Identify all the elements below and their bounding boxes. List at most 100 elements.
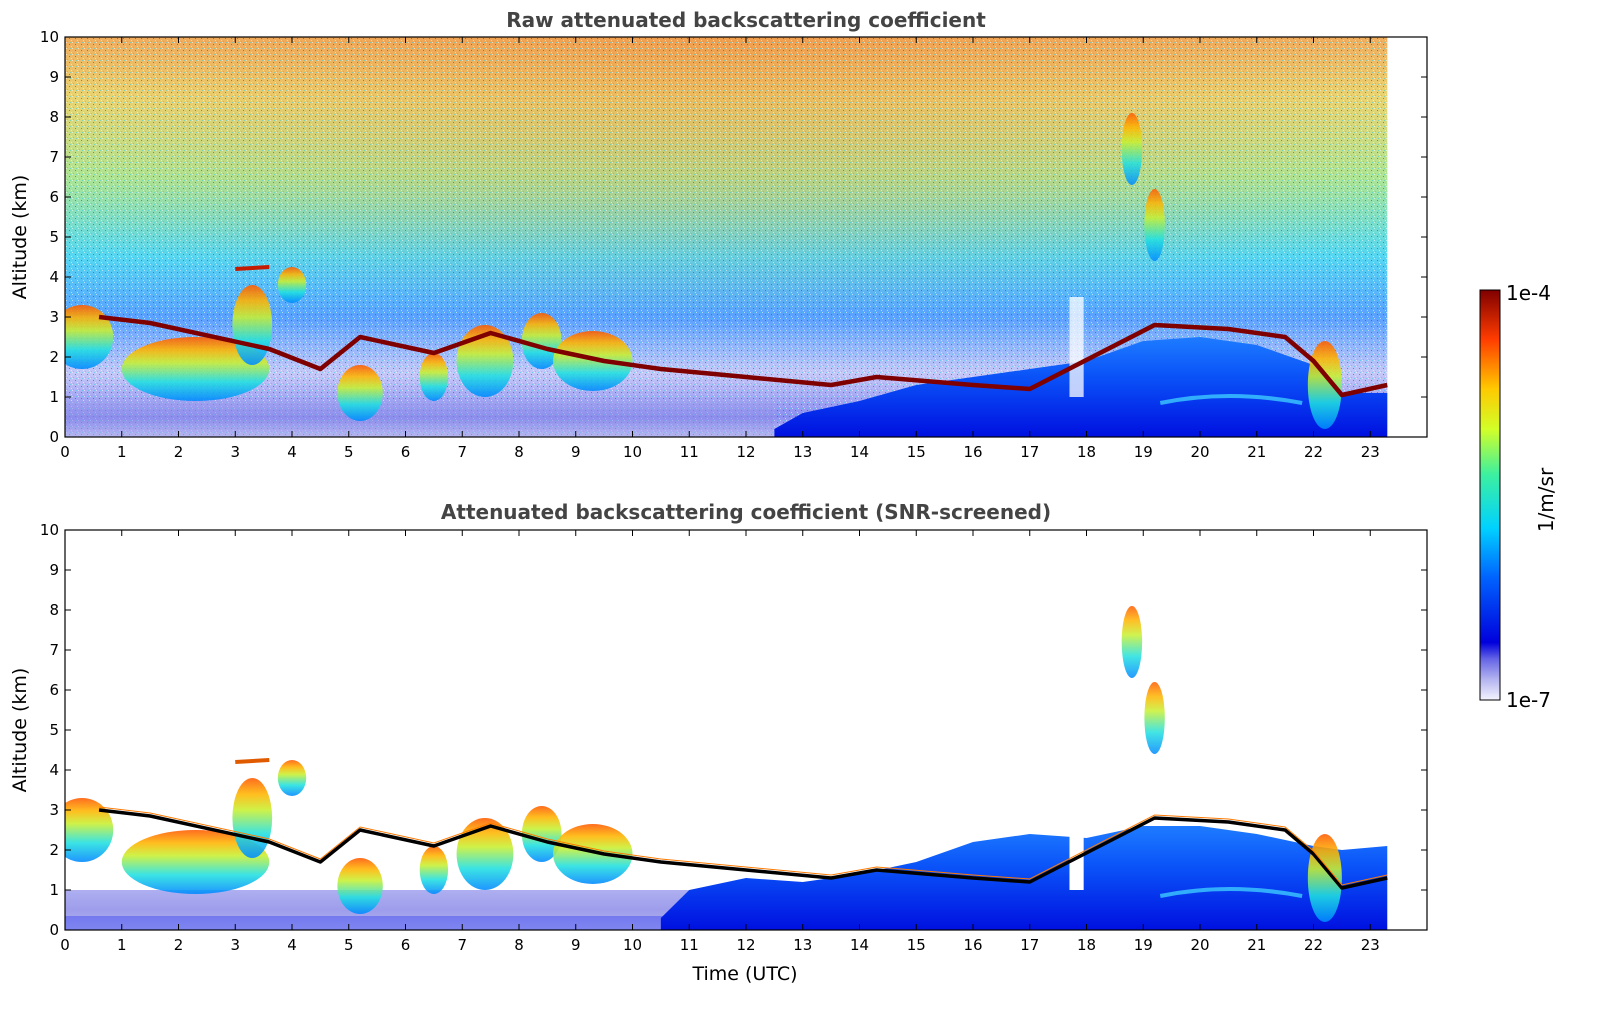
x-tick-label: 3 — [230, 443, 240, 461]
x-tick-label: 11 — [680, 936, 699, 954]
x-tick-label: 17 — [1020, 936, 1039, 954]
x-tick-label: 0 — [60, 936, 70, 954]
y-tick-label: 4 — [49, 761, 59, 779]
elevated-plume — [1121, 113, 1143, 185]
y-tick-label: 6 — [49, 188, 59, 206]
screened-y-axis-label: Altitude (km) — [9, 668, 31, 793]
x-tick-label: 16 — [963, 936, 982, 954]
raw-heatmap-features — [65, 113, 1388, 437]
colorbar-min-label: 1e-7 — [1506, 688, 1551, 712]
colorbar-gradient — [1479, 289, 1501, 701]
x-tick-label: 4 — [287, 936, 297, 954]
cloud-base-line — [98, 808, 1388, 890]
x-tick-label: 22 — [1304, 936, 1323, 954]
x-tick-label: 18 — [1077, 936, 1096, 954]
screened-backscatter-panel: 0 1 2 3 4 5 6 7 8 9 10 11 12 13 14 15 16 17 18 19 20 21 22 23 0… — [9, 500, 1428, 985]
y-tick-label: 0 — [49, 428, 59, 446]
x-tick-label: 6 — [401, 443, 411, 461]
precipitation-plume — [65, 798, 114, 862]
precipitation-plume — [337, 858, 383, 914]
screened-x-axis: 0 1 2 3 4 5 6 7 8 9 10 11 12 13 14 15 16 17 18 19 20 21 22 23 — [60, 530, 1380, 954]
y-tick-label: 9 — [49, 561, 59, 579]
x-tick-label: 1 — [117, 936, 127, 954]
cloud-base-edge — [98, 806, 1388, 886]
precipitation-plume — [277, 267, 307, 303]
x-tick-label: 2 — [174, 443, 184, 461]
y-tick-label: 10 — [40, 521, 59, 539]
x-axis-label: Time (UTC) — [691, 963, 797, 985]
y-tick-label: 9 — [49, 68, 59, 86]
boundary-layer-band — [65, 401, 775, 437]
precipitation-plume — [419, 353, 449, 401]
x-tick-label: 10 — [623, 936, 642, 954]
precipitation-plume — [419, 846, 449, 894]
precipitation-plume — [1307, 834, 1342, 922]
raw-x-axis: 0 1 2 3 4 5 6 7 8 9 10 11 12 13 14 15 16 17 18 19 20 21 22 23 — [60, 37, 1380, 461]
precipitation-plume — [121, 830, 270, 894]
precipitation-plume — [456, 325, 514, 397]
x-tick-label: 9 — [571, 443, 581, 461]
colorbar-unit-label: 1/m/sr — [1534, 467, 1558, 532]
surface-layer-band — [65, 916, 775, 930]
daytime-boundary-layer — [660, 826, 1388, 930]
signal-gap — [1069, 834, 1084, 890]
x-tick-label: 22 — [1304, 443, 1323, 461]
precipitation-plume — [456, 818, 514, 890]
y-tick-label: 2 — [49, 348, 59, 366]
x-tick-label: 9 — [571, 936, 581, 954]
precipitation-plume — [553, 824, 633, 884]
x-tick-label: 2 — [174, 936, 184, 954]
x-tick-label: 19 — [1134, 443, 1153, 461]
x-tick-label: 10 — [623, 443, 642, 461]
x-tick-label: 14 — [850, 443, 869, 461]
elevated-plume — [1144, 189, 1165, 261]
x-tick-label: 20 — [1190, 936, 1209, 954]
y-tick-label: 10 — [40, 28, 59, 46]
x-tick-label: 5 — [344, 936, 354, 954]
x-tick-label: 8 — [514, 936, 524, 954]
x-tick-label: 18 — [1077, 443, 1096, 461]
x-tick-label: 20 — [1190, 443, 1209, 461]
elevated-plume — [1144, 682, 1165, 754]
precipitation-plume — [121, 337, 270, 401]
precipitation-plume — [1307, 341, 1342, 429]
x-tick-label: 15 — [907, 443, 926, 461]
y-tick-label: 8 — [49, 108, 59, 126]
y-tick-label: 7 — [49, 641, 59, 659]
y-tick-label: 7 — [49, 148, 59, 166]
y-tick-label: 1 — [49, 388, 59, 406]
x-tick-label: 21 — [1247, 443, 1266, 461]
colorbar: 1e-4 1e-7 1/m/sr — [1479, 281, 1558, 712]
x-tick-label: 8 — [514, 443, 524, 461]
colorbar-max-label: 1e-4 — [1506, 281, 1551, 305]
raw-chart-title: Raw attenuated backscattering coefficien… — [506, 8, 986, 32]
x-tick-label: 13 — [793, 443, 812, 461]
y-tick-label: 5 — [49, 228, 59, 246]
y-tick-label: 5 — [49, 721, 59, 739]
x-tick-label: 7 — [457, 443, 467, 461]
y-tick-label: 4 — [49, 268, 59, 286]
precipitation-plume — [521, 806, 562, 862]
x-tick-label: 17 — [1020, 443, 1039, 461]
precipitation-plume — [521, 313, 562, 369]
signal-gap — [1069, 297, 1084, 397]
x-tick-label: 16 — [963, 443, 982, 461]
x-tick-label: 12 — [736, 443, 755, 461]
screened-y-axis: 0 1 2 3 4 5 6 7 8 9 10 — [40, 521, 1427, 939]
x-tick-label: 15 — [907, 936, 926, 954]
aerosol-streak — [1159, 394, 1303, 405]
elevated-thin-layer — [235, 758, 270, 764]
y-tick-label: 3 — [49, 308, 59, 326]
y-tick-label: 8 — [49, 601, 59, 619]
screened-heatmap-area — [65, 530, 1427, 930]
raw-backscatter-panel: 0 1 2 3 4 5 6 7 8 9 10 11 12 13 14 15 16 17 18 19 20 21 22 23 0… — [9, 8, 1428, 461]
precipitation-plume — [337, 365, 383, 421]
x-tick-label: 23 — [1361, 443, 1380, 461]
x-tick-label: 4 — [287, 443, 297, 461]
y-tick-label: 2 — [49, 841, 59, 859]
raw-heatmap-area — [65, 37, 1388, 437]
x-tick-label: 19 — [1134, 936, 1153, 954]
aerosol-streak — [1159, 887, 1303, 898]
precipitation-plume — [277, 760, 307, 796]
